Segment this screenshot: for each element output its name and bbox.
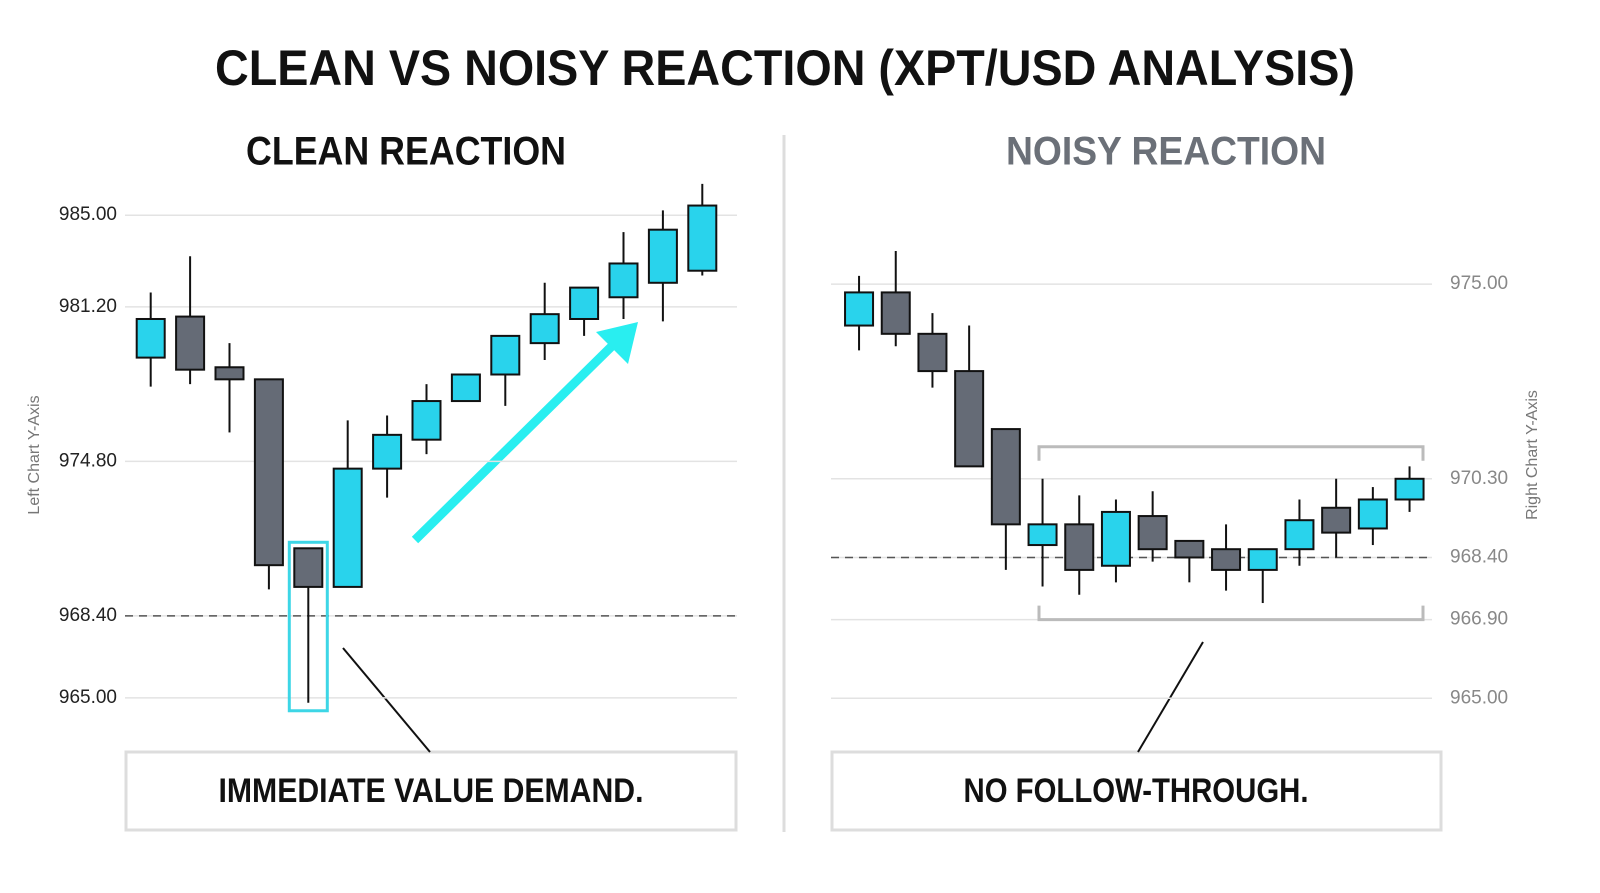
chart-subtitle: CLEAN REACTION (246, 130, 566, 174)
y-tick-label: 981.20 (59, 296, 117, 317)
y-tick-label: 974.80 (59, 450, 117, 471)
candle-body (372, 433, 403, 470)
candle-body (608, 262, 639, 299)
candle-body (687, 204, 718, 272)
candle-body (529, 313, 560, 345)
candle-body (1284, 519, 1315, 551)
y-axis-label: Left Chart Y-Axis (26, 395, 43, 514)
candle-body (917, 332, 948, 373)
y-tick-label: 985.00 (59, 204, 117, 225)
callout-line (1137, 641, 1204, 753)
candle-body (135, 317, 166, 359)
range-bracket (1037, 605, 1425, 622)
candle-body (214, 366, 245, 381)
candle-body (490, 334, 521, 376)
y-tick-label: 966.90 (1450, 609, 1508, 630)
main-title: CLEAN VS NOISY REACTION (XPT/USD ANALYSI… (215, 40, 1355, 96)
candle-body (175, 315, 206, 371)
candle-body (253, 378, 284, 567)
candle-body (293, 547, 324, 588)
candle-body (1174, 539, 1205, 559)
trend-arrow (411, 342, 616, 544)
candle-body (1321, 506, 1352, 534)
annotation-box (830, 750, 1443, 832)
candle-body (1027, 523, 1058, 547)
candle-body (450, 373, 481, 403)
trend-arrow-head (596, 322, 638, 364)
candle-body (332, 467, 363, 588)
y-tick-label: 968.40 (1450, 546, 1508, 567)
candle-body (954, 370, 985, 468)
range-bracket (1037, 445, 1425, 461)
candle-body (880, 291, 911, 335)
chart-subtitle: NOISY REACTION (1006, 130, 1326, 174)
candle-body (990, 428, 1021, 526)
annotation: IMMEDIATE VALUE DEMAND. (219, 772, 644, 810)
candle-body (1247, 548, 1278, 571)
candle-body (411, 400, 442, 441)
y-tick-label: 965.00 (59, 687, 117, 708)
y-tick-label: 975.00 (1450, 273, 1508, 294)
callout-line (342, 647, 431, 753)
annotation: NO FOLLOW-THROUGH. (964, 772, 1309, 810)
highlight-box (287, 540, 329, 713)
candle-body (569, 286, 600, 320)
candle-body (647, 228, 678, 284)
candle-body (1211, 548, 1242, 571)
candle-body (1137, 515, 1168, 551)
y-tick-label: 965.00 (1450, 687, 1508, 708)
candle-body (1064, 523, 1095, 571)
annotation-box (124, 750, 738, 832)
candle-body (1357, 498, 1388, 530)
y-tick-label: 970.30 (1450, 468, 1508, 489)
y-tick-label: 968.40 (59, 605, 117, 626)
candle-body (1394, 477, 1425, 501)
y-axis-label: Right Chart Y-Axis (1524, 390, 1541, 520)
candle-body (1100, 510, 1131, 567)
candle-body (844, 291, 875, 327)
